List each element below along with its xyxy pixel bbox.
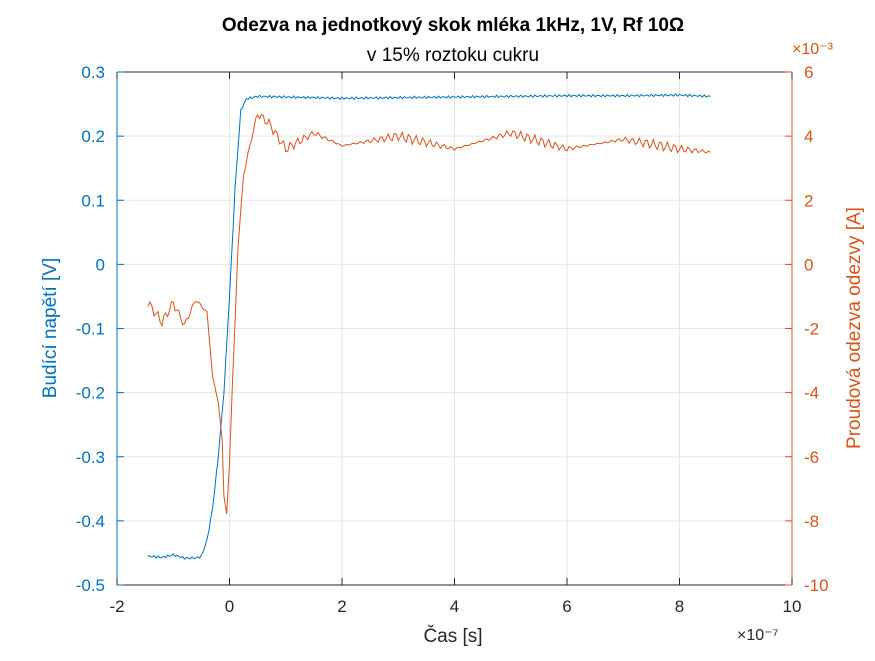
y-right-tick-label: -4	[804, 384, 819, 403]
y-right-axis-label: Proudová odezva odezvy [A]	[844, 207, 865, 449]
x-tick-label: 6	[562, 597, 571, 616]
y-left-tick-label: -0.2	[76, 384, 105, 403]
chart-title: Odezva na jednotkový skok mléka 1kHz, 1V…	[222, 15, 684, 36]
x-axis-label: Čas [s]	[423, 625, 482, 647]
y-right-axis-exponent: ×10⁻³	[792, 41, 834, 58]
axes-layer: -2 0 2 4 6 8 10 -0.5 -0.4 -0.3 -0.2 -0.1 0 0.1 0.2 0.3 -…	[76, 63, 829, 616]
y-right-tick-label: -8	[804, 512, 819, 531]
series-layer	[147, 93, 711, 560]
y-right-tick-label: -2	[804, 320, 819, 339]
y-right-tick-label: 2	[804, 191, 813, 210]
x-tick-label: 8	[675, 597, 684, 616]
x-tick-label: -2	[109, 597, 124, 616]
x-tick-label: 10	[783, 597, 802, 616]
y-left-tick-label: 0.3	[81, 63, 105, 82]
excitation-voltage-line	[147, 93, 711, 560]
current-response-line	[147, 113, 711, 515]
x-axis-exponent: ×10⁻⁷	[737, 627, 779, 644]
y-left-tick-label: -0.3	[76, 448, 105, 467]
y-right-tick-label: 4	[804, 127, 813, 146]
y-left-axis-label: Budící napětí [V]	[40, 258, 61, 398]
y-left-tick-label: -0.4	[76, 512, 105, 531]
y-right-tick-label: -6	[804, 448, 819, 467]
chart-subtitle: v 15% roztoku cukru	[367, 45, 539, 66]
y-left-tick-label: 0	[96, 255, 105, 274]
y-left-tick-label: 0.2	[81, 127, 105, 146]
y-left-tick-label: 0.1	[81, 191, 105, 210]
x-tick-label: 2	[337, 597, 346, 616]
x-tick-label: 4	[450, 597, 459, 616]
y-right-tick-label: 0	[804, 255, 813, 274]
x-tick-label: 0	[225, 597, 234, 616]
y-left-tick-label: -0.1	[76, 320, 105, 339]
y-left-tick-label: -0.5	[76, 576, 105, 595]
y-right-tick-label: -10	[804, 576, 829, 595]
y-right-tick-label: 6	[804, 63, 813, 82]
